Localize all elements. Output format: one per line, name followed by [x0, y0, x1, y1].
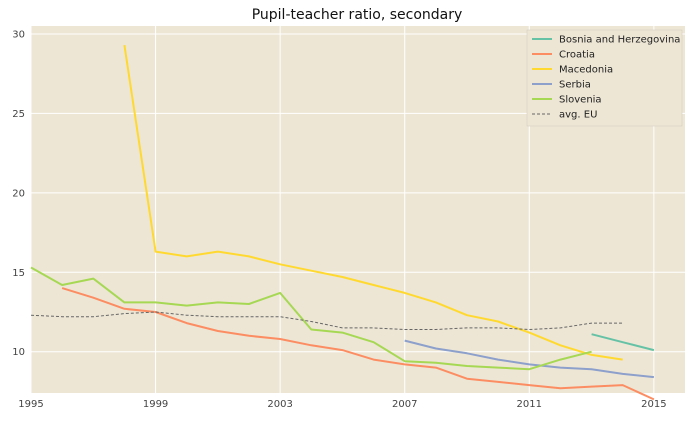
legend-box: [526, 29, 683, 127]
y-tick-label: 15: [12, 268, 25, 279]
series-lines: [30, 44, 655, 401]
legend-entry: avg. EU: [559, 110, 597, 121]
axis-ticks: 1995 1999 2003 2007 2011 2015 10 15 20 25 30: [12, 29, 666, 410]
y-tick-label: 20: [12, 188, 25, 199]
x-tick-label: 2003: [267, 399, 292, 410]
legend: Bosnia and Herzegovina Croatia Macedonia Se…: [526, 29, 683, 127]
x-tick-label: 2011: [517, 399, 542, 410]
series-line: [30, 266, 592, 371]
x-tick-label: 1995: [18, 399, 43, 410]
y-tick-label: 25: [12, 109, 25, 120]
legend-entry: Slovenia: [559, 95, 602, 106]
series-line: [61, 287, 655, 401]
series-line: [30, 311, 623, 330]
chart-title: Pupil-teacher ratio, secondary: [252, 7, 463, 23]
legend-entry: Bosnia and Herzegovina: [559, 35, 680, 46]
y-tick-label: 30: [12, 29, 25, 40]
series-line: [404, 339, 655, 379]
legend-entry: Serbia: [559, 80, 591, 91]
x-tick-label: 2007: [392, 399, 417, 410]
x-tick-label: 2015: [641, 399, 666, 410]
series-line: [591, 333, 655, 352]
x-tick-label: 1999: [143, 399, 168, 410]
legend-entry: Macedonia: [559, 65, 613, 76]
series-line: [123, 44, 623, 361]
y-tick-label: 10: [12, 347, 25, 358]
legend-entry: Croatia: [559, 50, 595, 61]
